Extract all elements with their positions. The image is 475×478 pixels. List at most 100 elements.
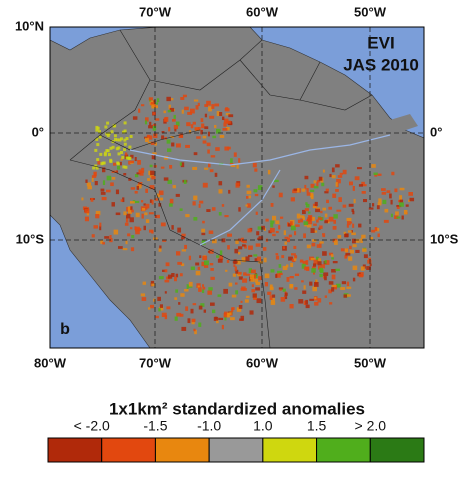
anomaly-pixel [395, 211, 399, 216]
anomaly-pixel [188, 255, 192, 261]
anomaly-pixel [148, 307, 151, 310]
anomaly-pixel [238, 271, 242, 275]
anomaly-pixel [200, 129, 203, 135]
anomaly-pixel [102, 161, 106, 165]
anomaly-pixel [233, 259, 237, 265]
anomaly-pixel [248, 245, 253, 250]
anomaly-pixel [344, 248, 349, 253]
anomaly-pixel [107, 132, 111, 136]
anomaly-pixel [381, 188, 386, 191]
anomaly-pixel [348, 203, 354, 207]
anomaly-pixel [91, 234, 95, 238]
anomaly-pixel [217, 258, 223, 263]
anomaly-pixel [109, 146, 113, 150]
anomaly-pixel [216, 255, 220, 258]
anomaly-pixel [188, 285, 193, 288]
anomaly-pixel [254, 168, 258, 172]
anomaly-pixel [94, 181, 98, 186]
anomaly-pixel [332, 193, 337, 198]
legend-swatch [262, 437, 318, 463]
anomaly-pixel [310, 183, 315, 188]
legend-title: 1x1km² standardized anomalies [109, 399, 365, 418]
anomaly-pixel [158, 276, 164, 280]
anomaly-pixel [152, 152, 157, 155]
anomaly-pixel [370, 236, 374, 240]
anomaly-pixel [177, 227, 182, 233]
anomaly-pixel [229, 122, 233, 125]
anomaly-pixel [151, 199, 154, 205]
anomaly-pixel [101, 197, 107, 201]
anomaly-pixel [254, 258, 258, 262]
anomaly-pixel [85, 179, 88, 183]
anomaly-pixel [289, 276, 294, 279]
anomaly-pixel [190, 108, 195, 114]
anomaly-pixel [96, 158, 100, 162]
anomaly-pixel [113, 162, 117, 166]
anomaly-pixel [151, 154, 156, 160]
anomaly-pixel [383, 219, 389, 223]
anomaly-pixel [198, 305, 203, 310]
anomaly-pixel [164, 291, 167, 294]
anomaly-pixel [207, 131, 210, 137]
anomaly-pixel [303, 233, 306, 239]
anomaly-pixel [236, 307, 242, 312]
anomaly-pixel [157, 296, 161, 301]
anomaly-pixel [128, 210, 132, 214]
anomaly-pixel [105, 132, 109, 136]
anomaly-pixel [289, 304, 294, 309]
anomaly-pixel [333, 219, 337, 224]
anomaly-pixel [245, 273, 251, 276]
anomaly-pixel [225, 113, 231, 116]
anomaly-pixel [147, 178, 151, 181]
anomaly-pixel [184, 289, 189, 292]
anomaly-pixel [149, 199, 153, 203]
anomaly-pixel [92, 166, 96, 170]
anomaly-pixel [214, 125, 217, 129]
anomaly-pixel [292, 189, 297, 194]
anomaly-pixel [159, 197, 164, 201]
anomaly-pixel [306, 244, 311, 249]
anomaly-pixel [294, 287, 298, 290]
anomaly-pixel [296, 213, 301, 219]
anomaly-pixel [223, 313, 229, 318]
anomaly-pixel [139, 171, 144, 176]
anomaly-pixel [313, 230, 318, 233]
anomaly-pixel [218, 212, 222, 216]
anomaly-pixel [218, 181, 223, 186]
anomaly-pixel [164, 279, 170, 283]
anomaly-pixel [331, 284, 337, 287]
anomaly-pixel [282, 246, 286, 250]
anomaly-pixel [226, 312, 231, 318]
anomaly-pixel [333, 214, 338, 219]
anomaly-pixel [255, 281, 261, 286]
anomaly-pixel [399, 202, 404, 207]
anomaly-pixel [141, 200, 144, 203]
anomaly-pixel [316, 244, 320, 248]
anomaly-pixel [302, 290, 307, 294]
axis-labels: 70°W 60°W 50°W 80°W 70°W 60°W 50°W 10°N 0° 10°S 0°… [15, 4, 459, 370]
anomaly-pixel [230, 158, 233, 164]
anomaly-pixel [174, 297, 178, 300]
anomaly-pixel [207, 290, 213, 295]
anomaly-pixel [190, 266, 195, 271]
anomaly-pixel [179, 313, 184, 317]
anomaly-pixel [131, 209, 134, 213]
anomaly-pixel [193, 217, 198, 221]
anomaly-pixel [193, 195, 198, 201]
anomaly-pixel [156, 98, 160, 103]
map-area [50, 27, 424, 348]
anomaly-pixel [386, 190, 391, 193]
anomaly-pixel [296, 188, 300, 193]
anomaly-pixel [193, 152, 198, 156]
anomaly-pixel [200, 118, 204, 123]
anomaly-pixel [86, 182, 91, 187]
anomaly-pixel [201, 289, 205, 294]
anomaly-pixel [198, 287, 202, 292]
anomaly-pixel [158, 247, 162, 252]
anomaly-pixel [324, 191, 329, 194]
anomaly-pixel [199, 200, 204, 204]
lon-label: 70°W [139, 4, 172, 19]
anomaly-pixel [179, 273, 183, 277]
anomaly-pixel [123, 138, 127, 142]
anomaly-pixel [358, 274, 364, 278]
